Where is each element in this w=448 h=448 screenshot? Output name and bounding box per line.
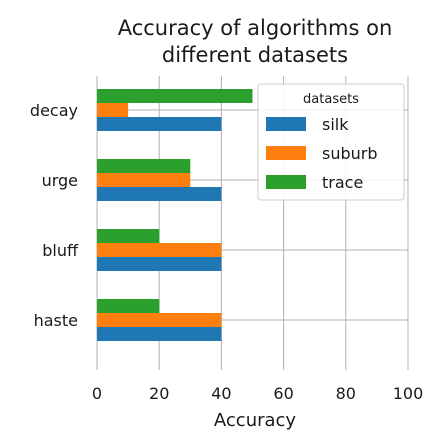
- bar-silk-bluff: [97, 257, 222, 271]
- legend-items: silk suburb trace: [266, 115, 378, 192]
- bar-trace-decay: [97, 89, 253, 103]
- y-tick-label-decay: decay: [30, 101, 78, 120]
- y-tick-label-haste: haste: [34, 311, 78, 330]
- bar-suburb-haste: [97, 313, 222, 327]
- bar-silk-haste: [97, 327, 222, 341]
- bars: [97, 89, 253, 341]
- legend-swatch-trace: [266, 175, 306, 189]
- x-tick-label: 20: [149, 384, 169, 403]
- y-tick-label-bluff: bluff: [42, 241, 79, 260]
- bar-trace-bluff: [97, 229, 160, 243]
- bar-silk-decay: [97, 117, 222, 131]
- chart-title-line-1: Accuracy of algorithms on: [118, 16, 393, 40]
- legend: datasets silk suburb trace: [257, 83, 405, 201]
- x-tick-label: 100: [393, 384, 424, 403]
- bar-trace-urge: [97, 159, 191, 173]
- bar-suburb-decay: [97, 103, 129, 117]
- tick-labels: 0 20 40 60 80 100 decay urge bluff haste: [30, 101, 423, 403]
- legend-swatch-suburb: [266, 146, 306, 160]
- bar-silk-urge: [97, 187, 222, 201]
- x-axis-label: Accuracy: [214, 410, 297, 431]
- legend-label-trace: trace: [322, 173, 363, 192]
- legend-swatch-silk: [266, 117, 306, 131]
- bar-suburb-urge: [97, 173, 191, 187]
- x-tick-label: 40: [211, 384, 231, 403]
- x-tick-label: 60: [273, 384, 293, 403]
- bar-trace-haste: [97, 299, 160, 313]
- x-tick-label: 0: [92, 384, 102, 403]
- x-tick-label: 80: [336, 384, 356, 403]
- legend-box: [257, 83, 405, 201]
- legend-title: datasets: [303, 92, 359, 107]
- legend-label-suburb: suburb: [322, 144, 378, 163]
- chart-title-line-2: different datasets: [162, 43, 348, 67]
- y-tick-label-urge: urge: [42, 171, 78, 190]
- bar-suburb-bluff: [97, 243, 222, 257]
- legend-label-silk: silk: [322, 115, 349, 134]
